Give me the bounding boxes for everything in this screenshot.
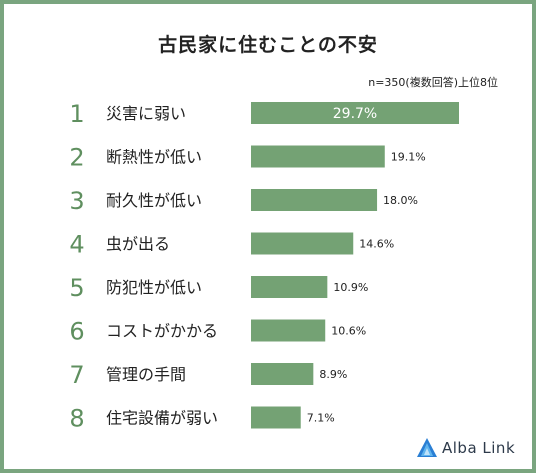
brand-logo: Alba Link [416, 437, 515, 459]
alba-link-logo-icon [417, 438, 437, 457]
rank-label: 4 [69, 231, 84, 259]
data-label: 10.9% [333, 281, 368, 294]
data-label: 14.6% [359, 238, 394, 251]
data-label: 19.1% [391, 151, 426, 164]
data-label: 7.1% [307, 412, 335, 425]
rank-label: 7 [69, 361, 84, 389]
bar [251, 276, 328, 298]
data-label: 10.6% [331, 325, 366, 338]
bar [251, 406, 301, 429]
category-label: 虫が出る [106, 235, 170, 254]
bar [251, 232, 354, 255]
bar [251, 102, 459, 124]
category-label: 耐久性が低い [106, 191, 202, 210]
bar [251, 189, 378, 211]
category-label: 住宅設備が弱い [106, 409, 218, 428]
data-label: 8.9% [319, 368, 347, 381]
category-label: 断熱性が低い [106, 148, 202, 167]
category-label: 防犯性が低い [106, 278, 202, 297]
rank-label: 5 [69, 274, 84, 302]
brand-name: Alba Link [442, 439, 516, 457]
bar [251, 363, 314, 385]
data-label: 18.0% [383, 194, 418, 207]
sample-note: n=350(複数回答)上位8位 [368, 76, 498, 89]
rank-label: 3 [69, 187, 84, 215]
data-label: 29.7% [333, 106, 377, 122]
chart-title: 古民家に住むことの不安 [158, 34, 378, 56]
bar [251, 319, 326, 342]
rank-label: 8 [69, 405, 84, 433]
rank-label: 6 [69, 318, 84, 346]
bar [251, 145, 385, 168]
category-label: コストがかかる [106, 322, 218, 341]
rank-label: 1 [69, 100, 84, 128]
category-label: 災害に弱い [106, 104, 186, 123]
rank-label: 2 [69, 144, 84, 172]
category-label: 管理の手間 [106, 365, 186, 384]
